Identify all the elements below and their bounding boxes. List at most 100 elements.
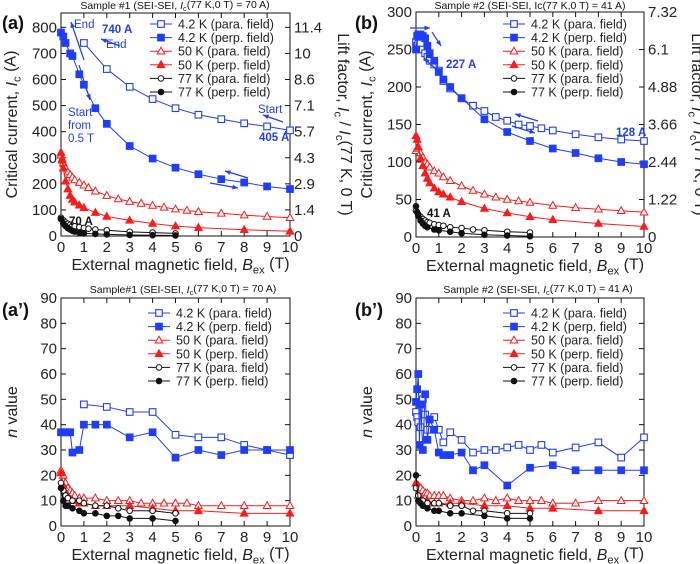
y-tick-label: 80 xyxy=(40,315,57,332)
data-point xyxy=(194,446,203,454)
data-point xyxy=(285,212,295,222)
data-point xyxy=(61,39,70,47)
data-point xyxy=(60,176,71,185)
data-point xyxy=(548,503,558,512)
data-point xyxy=(171,430,180,439)
data-point xyxy=(263,182,271,191)
label-segment: / xyxy=(335,117,352,130)
arrow-head-icon xyxy=(424,25,430,31)
y-tick-label: 300 xyxy=(32,150,57,167)
data-point xyxy=(125,408,134,416)
data-point xyxy=(68,448,77,457)
data-point xyxy=(85,225,92,232)
x-tick-label: 6 xyxy=(549,529,557,546)
y-tick-label: 150 xyxy=(387,117,412,134)
legend-label: 77 K (perp. field) xyxy=(531,375,623,389)
data-point xyxy=(617,158,626,166)
annotation: 405 A xyxy=(259,132,289,144)
data-point xyxy=(502,500,512,510)
y-tick-label: 0 xyxy=(49,228,57,245)
data-point xyxy=(113,495,123,504)
x-tick-label: 2 xyxy=(103,239,111,256)
data-point xyxy=(423,436,432,444)
x-tick-label: 7 xyxy=(217,239,225,256)
data-point xyxy=(640,160,648,169)
data-point xyxy=(418,446,427,454)
data-point xyxy=(481,231,488,239)
data-point xyxy=(416,423,425,432)
data-point xyxy=(70,197,80,206)
data-point xyxy=(570,498,581,507)
data-point xyxy=(418,160,428,170)
label-segment: (A) xyxy=(3,51,20,77)
x-tick-label: 10 xyxy=(282,529,299,546)
data-point xyxy=(469,448,477,457)
data-point xyxy=(182,205,192,214)
data-point xyxy=(239,210,249,219)
x-tick-label: 9 xyxy=(617,240,625,257)
data-point xyxy=(548,126,557,135)
label-segment: B xyxy=(242,547,253,564)
label-segment: (T) xyxy=(265,256,290,273)
x-tick-label: 6 xyxy=(194,529,202,546)
data-point xyxy=(412,472,420,479)
data-point xyxy=(286,126,294,135)
legend-marker xyxy=(510,322,518,331)
y-tick-label: 60 xyxy=(395,366,412,383)
legend-label: 77 K (para. field) xyxy=(531,361,623,375)
data-point xyxy=(412,484,420,492)
label-segment: (77 K,0 T) = 70 A) xyxy=(187,0,270,11)
y-tick-label: 250 xyxy=(387,42,412,59)
legend-label: 50 K (para. field) xyxy=(176,334,268,348)
data-point xyxy=(102,190,112,199)
y-tick-label: 800 xyxy=(32,19,57,36)
data-point xyxy=(57,484,65,492)
x-tick-label: 9 xyxy=(617,529,625,546)
legend-label: 50 K (para. field) xyxy=(178,45,270,59)
x-tick-label: 4 xyxy=(148,529,156,546)
data-point xyxy=(548,200,558,209)
data-point xyxy=(125,82,134,91)
y-tick-label: 50 xyxy=(40,391,57,408)
data-point xyxy=(593,495,604,504)
chart-title: Sample #1 (SEI-SEI, Ic(77 K,0 T) = 70 A) xyxy=(80,0,269,13)
data-point xyxy=(571,466,580,475)
label-segment: B xyxy=(242,257,253,274)
annotation: End xyxy=(74,19,94,31)
x-tick-label: 8 xyxy=(240,529,248,546)
data-point xyxy=(194,110,203,119)
data-point xyxy=(503,443,512,452)
legend-marker xyxy=(510,377,518,385)
y-tick-label: 90 xyxy=(40,290,57,307)
x-tick-label: 0 xyxy=(412,240,420,257)
legend-label: 77 K (perp. field) xyxy=(531,86,623,100)
y-tick-label: 70 xyxy=(40,341,57,358)
chart-panel-b: (b) Sample #2 (SEI-SEI, Ic(77 K,0 T) = 41… xyxy=(355,0,700,277)
label-segment: Sample#1 (SEI-SEI, xyxy=(90,284,187,296)
data-point xyxy=(594,466,603,475)
data-point xyxy=(412,202,420,210)
data-point xyxy=(458,502,465,510)
data-point xyxy=(458,510,465,517)
y-axis-label: n value xyxy=(359,386,376,438)
data-point xyxy=(80,400,88,409)
annotation: 41 A xyxy=(427,208,451,220)
data-point xyxy=(149,507,156,515)
data-point xyxy=(640,433,648,442)
legend-label: 4.2 K (para. field) xyxy=(178,18,274,32)
data-point xyxy=(446,428,455,437)
series-4-2-k-perp-field- xyxy=(57,420,294,462)
data-point xyxy=(446,502,454,510)
legend-marker xyxy=(155,322,163,331)
data-point xyxy=(503,232,511,239)
x-tick-label: 5 xyxy=(526,240,534,257)
x-tick-label: 1 xyxy=(80,529,88,546)
x-tick-label: 2 xyxy=(103,529,111,546)
x-tick-label: 7 xyxy=(571,240,579,257)
label-segment: I xyxy=(689,130,700,135)
x-tick-label: 2 xyxy=(457,529,465,546)
legend-marker xyxy=(510,33,518,42)
data-point xyxy=(571,443,580,452)
label-segment: n xyxy=(359,429,376,438)
x-tick-label: 8 xyxy=(240,239,248,256)
